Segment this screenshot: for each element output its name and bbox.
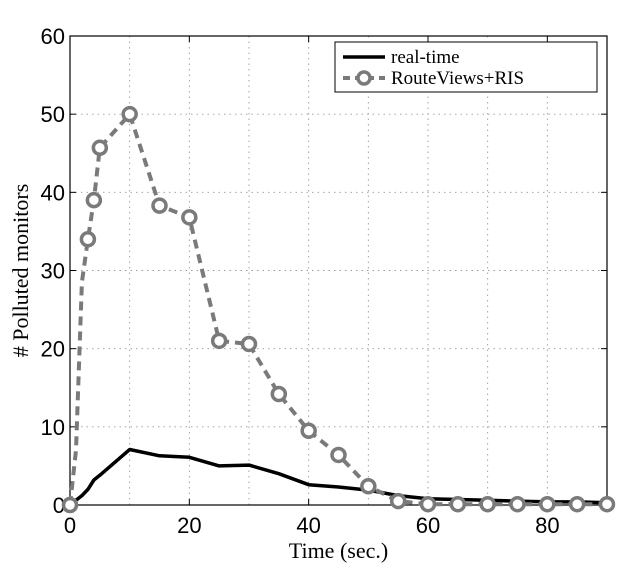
data-point-routeviews-ris <box>91 139 109 157</box>
data-point-routeviews-ris <box>389 492 407 510</box>
data-point-routeviews-ris <box>568 495 586 513</box>
series-line-real-time <box>68 447 608 507</box>
x-tick-label: 0 <box>64 513 76 538</box>
data-point-routeviews-ris <box>479 495 496 513</box>
y-tick-label: 10 <box>41 415 65 440</box>
data-point-routeviews-ris <box>360 477 377 495</box>
y-tick-label: 30 <box>41 259 65 284</box>
legend-label-real-time: real-time <box>391 47 460 68</box>
data-point-routeviews-ris <box>270 385 288 403</box>
y-tick-label: 50 <box>41 102 65 127</box>
data-point-routeviews-ris <box>181 209 198 226</box>
data-point-routeviews-ris <box>151 197 168 214</box>
data-point-routeviews-ris <box>85 191 103 209</box>
data-point-routeviews-ris <box>509 495 526 513</box>
legend-box <box>334 41 598 93</box>
series-line-routeviews-ris <box>68 112 607 507</box>
x-tick-label: 60 <box>416 513 440 538</box>
y-axis-title: # Polluted monitors <box>8 184 33 358</box>
data-point-routeviews-ris <box>330 446 347 464</box>
series <box>61 105 616 514</box>
x-tick-label: 20 <box>177 513 201 538</box>
legend: real-time RouteViews+RIS <box>334 41 598 93</box>
data-point-routeviews-ris <box>300 422 317 439</box>
legend-marker-routeviews-ris <box>356 70 372 86</box>
axis-ticks: 0 20 40 60 80 0 10 20 30 40 50 60 <box>41 24 607 538</box>
plot-frame <box>69 35 608 506</box>
x-axis-title: Time (sec.) <box>289 538 388 563</box>
x-tick-label: 40 <box>296 513 320 538</box>
data-point-routeviews-ris <box>121 105 138 123</box>
data-point-routeviews-ris <box>598 495 616 513</box>
grid <box>70 36 607 505</box>
data-point-routeviews-ris <box>449 495 467 513</box>
y-tick-label: 20 <box>41 337 65 362</box>
y-tick-label: 0 <box>53 493 65 518</box>
data-point-routeviews-ris <box>419 495 437 513</box>
legend-label-routeviews-ris: RouteViews+RIS <box>391 68 524 89</box>
y-tick-label: 60 <box>41 24 65 49</box>
data-point-routeviews-ris <box>61 496 79 514</box>
x-tick-label: 80 <box>535 513 559 538</box>
data-point-routeviews-ris <box>539 495 556 513</box>
data-point-routeviews-ris <box>79 230 97 248</box>
data-point-routeviews-ris <box>240 335 258 353</box>
data-point-routeviews-ris <box>210 332 228 350</box>
y-tick-label: 40 <box>41 180 65 205</box>
